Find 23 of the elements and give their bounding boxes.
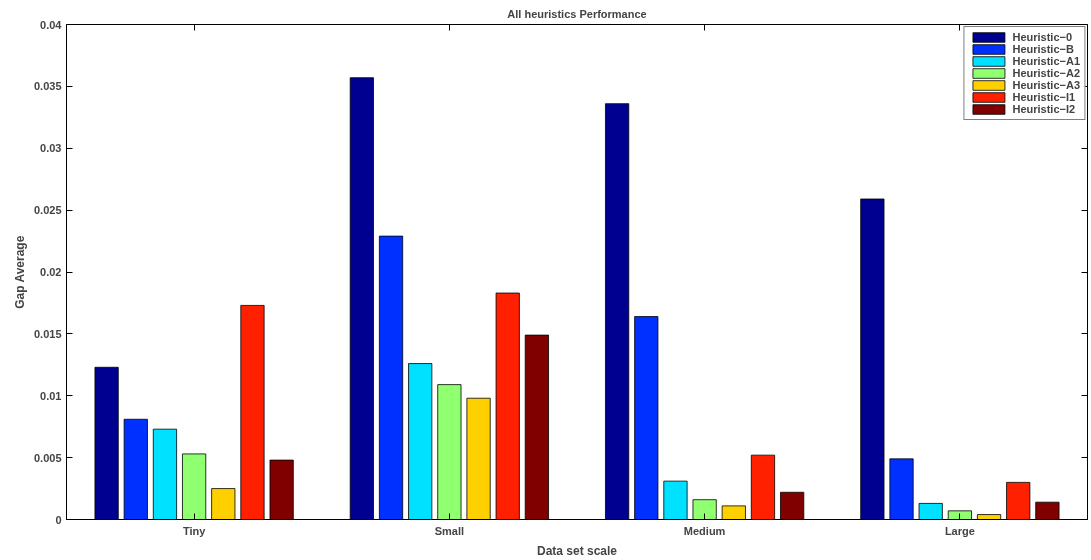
legend-label: Heuristic−I1 bbox=[1012, 91, 1076, 103]
y-tick-label: 0.015 bbox=[33, 327, 62, 340]
y-tick-label: 0.035 bbox=[33, 80, 62, 93]
x-tick-label: Medium bbox=[683, 524, 726, 537]
chart-title: All heuristics Performance bbox=[507, 7, 647, 20]
x-axis-title: Data set scale bbox=[536, 543, 618, 558]
legend-label: Heuristic−A2 bbox=[1012, 67, 1080, 79]
x-tick-label: Tiny bbox=[182, 524, 207, 537]
y-tick-label: 0.04 bbox=[40, 18, 63, 31]
legend-label: Heuristic−I2 bbox=[1012, 103, 1076, 115]
legend-label: Heuristic−B bbox=[1012, 43, 1074, 55]
y-tick-label: 0.02 bbox=[40, 266, 62, 278]
y-tick-label: 0 bbox=[55, 513, 62, 526]
y-tick-label: 0.025 bbox=[33, 204, 62, 217]
legend-label: Heuristic−0 bbox=[1012, 31, 1073, 43]
legend-label: Heuristic−A1 bbox=[1012, 55, 1080, 67]
y-tick-label: 0.005 bbox=[33, 451, 62, 464]
legend-label: Heuristic−A3 bbox=[1012, 79, 1080, 91]
x-tick-label: Large bbox=[944, 524, 975, 537]
y-axis-title: Gap Average bbox=[12, 235, 27, 309]
y-tick-label: 0.03 bbox=[40, 142, 62, 155]
y-tick-label: 0.01 bbox=[40, 389, 62, 402]
x-tick-label: Small bbox=[434, 524, 465, 537]
